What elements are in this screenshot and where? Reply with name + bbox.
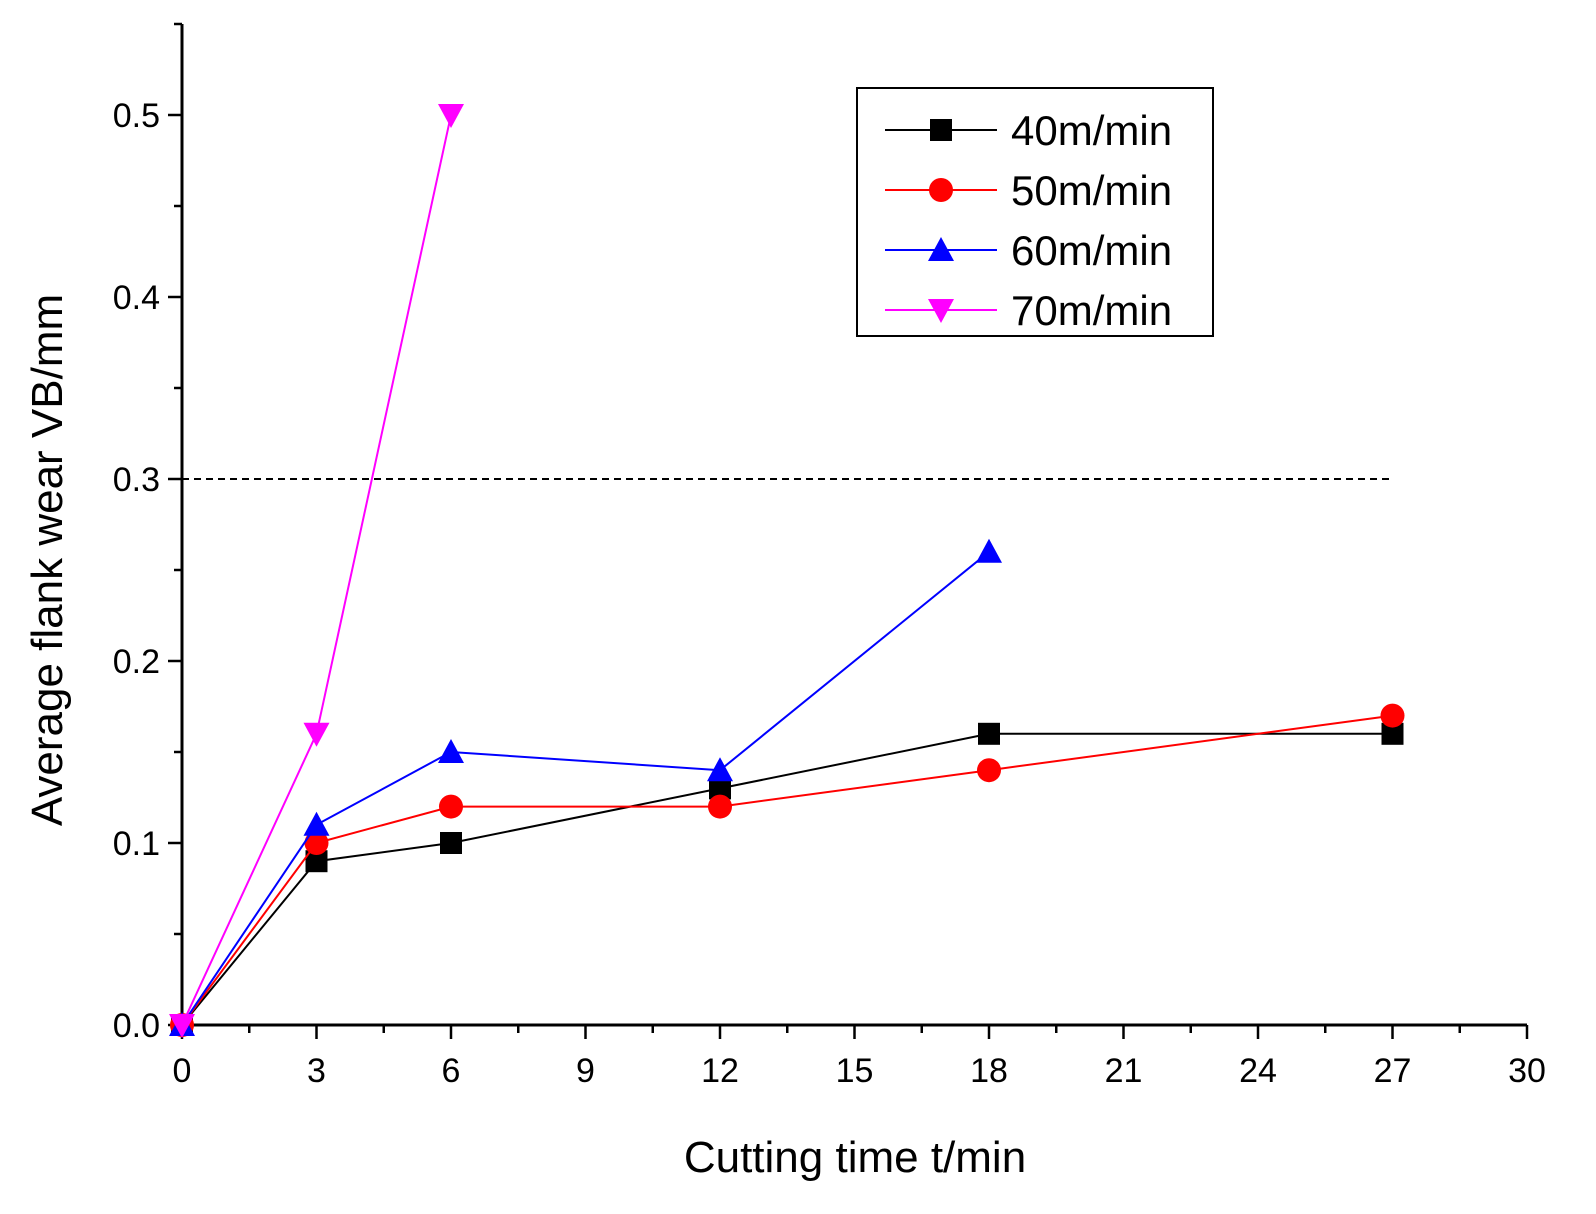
y-tick-label: 0.4 xyxy=(113,279,160,317)
legend-entry: 40m/min xyxy=(885,107,1172,154)
legend-marker xyxy=(930,119,952,141)
data-point xyxy=(303,811,330,836)
legend-label: 60m/min xyxy=(1011,227,1172,274)
x-tick-label: 15 xyxy=(836,1052,874,1090)
data-point xyxy=(976,538,1002,563)
x-tick-label: 9 xyxy=(576,1052,595,1090)
data-point xyxy=(305,850,328,873)
data-point xyxy=(707,757,733,782)
y-tick-label: 0.2 xyxy=(113,643,160,681)
y-tick-label: 0.3 xyxy=(113,461,160,499)
legend: 40m/min 50m/min 60m/min 70m/min xyxy=(856,87,1214,337)
legend-marker xyxy=(928,237,954,261)
x-tick-label: 24 xyxy=(1239,1052,1277,1090)
legend-entry: 70m/min xyxy=(885,287,1172,334)
x-tick-label: 21 xyxy=(1105,1052,1143,1090)
x-tick-label: 12 xyxy=(701,1052,739,1090)
legend-label: 50m/min xyxy=(1011,167,1172,214)
x-tick-label: 3 xyxy=(307,1052,326,1090)
y-tick-label: 0.0 xyxy=(113,1007,160,1045)
x-tick-label: 30 xyxy=(1508,1052,1546,1090)
series-layer xyxy=(169,104,1405,1038)
series-60m/min xyxy=(169,538,1002,1036)
data-point xyxy=(709,777,731,800)
data-point xyxy=(303,722,330,747)
data-point xyxy=(304,831,329,855)
legend-label: 40m/min xyxy=(1011,107,1172,154)
legend-label: 70m/min xyxy=(1011,287,1172,334)
legend-marker xyxy=(929,178,953,202)
y-axis-title: Average flank wear VB/mm xyxy=(23,294,72,826)
data-point xyxy=(978,722,1000,745)
data-point xyxy=(708,794,732,819)
axes: 0 3 6 9 12 15 18 21 24 27 30 0.0 0.1 0.2 0.3 0.4 0.5 xyxy=(113,22,1546,1090)
series-line xyxy=(181,114,452,1026)
series-line xyxy=(181,714,1393,1026)
series-line xyxy=(181,551,990,1026)
series-line xyxy=(181,732,1393,1026)
x-tick-label: 27 xyxy=(1374,1052,1412,1090)
data-point xyxy=(439,794,463,819)
y-tick-label: 0.1 xyxy=(113,825,160,863)
data-point xyxy=(977,758,1001,783)
data-point xyxy=(1380,703,1405,728)
data-point xyxy=(169,1014,195,1038)
series-50m/min xyxy=(170,703,1405,1037)
data-point xyxy=(1381,722,1404,745)
legend-marker xyxy=(928,299,954,323)
x-tick-label: 0 xyxy=(173,1052,192,1090)
data-point xyxy=(438,104,464,128)
series-40m/min xyxy=(171,722,1404,1036)
series-70m/min xyxy=(169,104,464,1038)
data-point xyxy=(438,739,464,763)
data-point xyxy=(440,832,462,854)
x-tick-label: 6 xyxy=(442,1052,461,1090)
legend-entry: 50m/min xyxy=(885,167,1172,214)
legend-entry: 60m/min xyxy=(885,227,1172,274)
x-axis-title: Cutting time t/min xyxy=(684,1133,1026,1182)
y-tick-label: 0.5 xyxy=(113,97,160,135)
x-tick-label: 18 xyxy=(970,1052,1008,1090)
